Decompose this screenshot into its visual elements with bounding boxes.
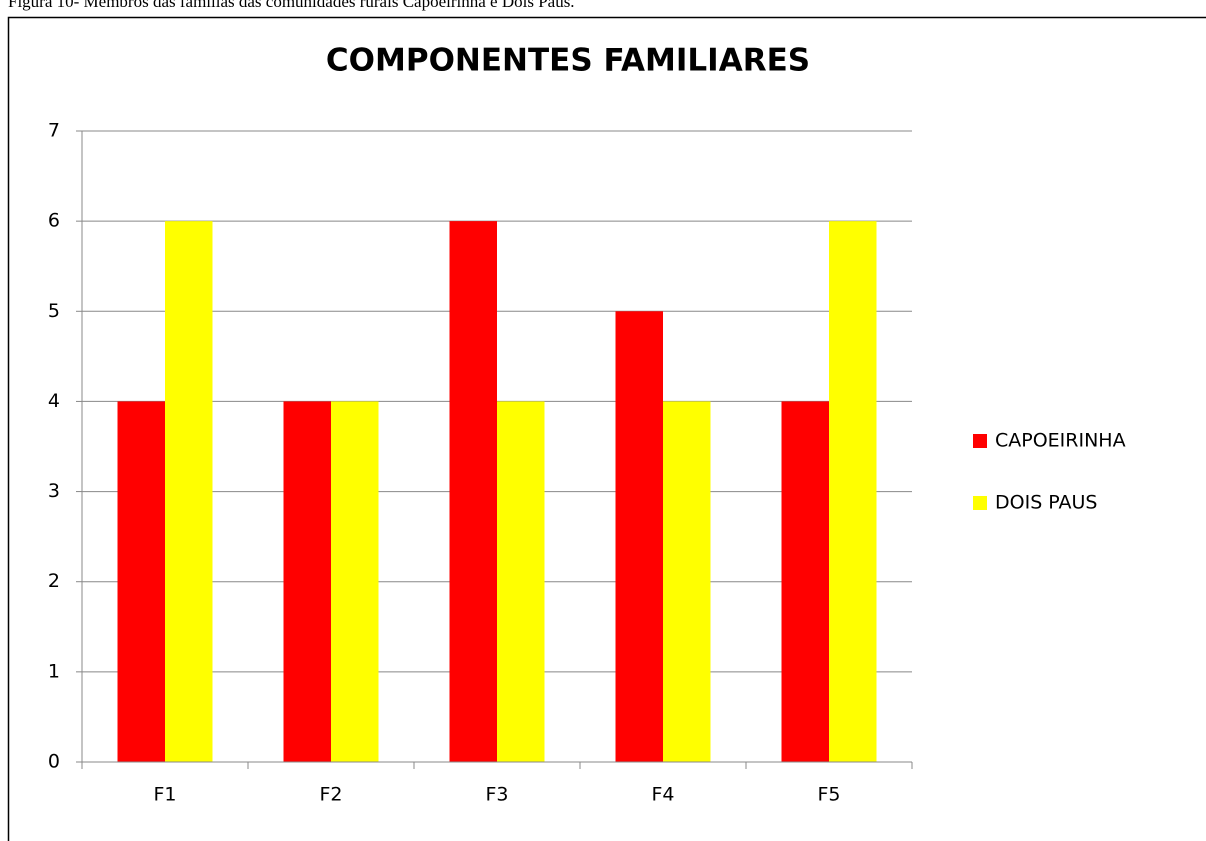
bar xyxy=(331,401,379,762)
y-tick-label: 2 xyxy=(48,570,60,592)
bar xyxy=(615,311,663,762)
x-tick-label: F2 xyxy=(319,784,342,806)
legend-label: CAPOEIRINHA xyxy=(995,430,1126,452)
caption: Figura 10- Membros das famílias das comu… xyxy=(8,0,575,11)
y-tick-label: 0 xyxy=(48,751,60,773)
y-tick-label: 4 xyxy=(48,390,60,412)
x-tick-label: F1 xyxy=(153,784,176,806)
bar xyxy=(663,401,711,762)
legend-swatch xyxy=(973,434,987,448)
y-tick-label: 6 xyxy=(48,210,60,232)
y-tick-label: 1 xyxy=(48,660,60,682)
chart-title: COMPONENTES FAMILIARES xyxy=(326,43,810,79)
x-tick-label: F5 xyxy=(817,784,840,806)
bar xyxy=(781,401,829,762)
y-tick-label: 3 xyxy=(48,480,60,502)
x-tick-label: F3 xyxy=(485,784,508,806)
y-tick-label: 7 xyxy=(48,120,60,142)
bar xyxy=(283,401,331,762)
y-tick-label: 5 xyxy=(48,300,60,322)
bar xyxy=(829,221,877,763)
bar xyxy=(165,221,213,763)
legend-label: DOIS PAUS xyxy=(995,492,1098,514)
bar xyxy=(117,401,165,762)
bar xyxy=(497,401,545,762)
legend-swatch xyxy=(973,496,987,510)
bar xyxy=(449,221,497,763)
x-tick-label: F4 xyxy=(651,784,674,806)
